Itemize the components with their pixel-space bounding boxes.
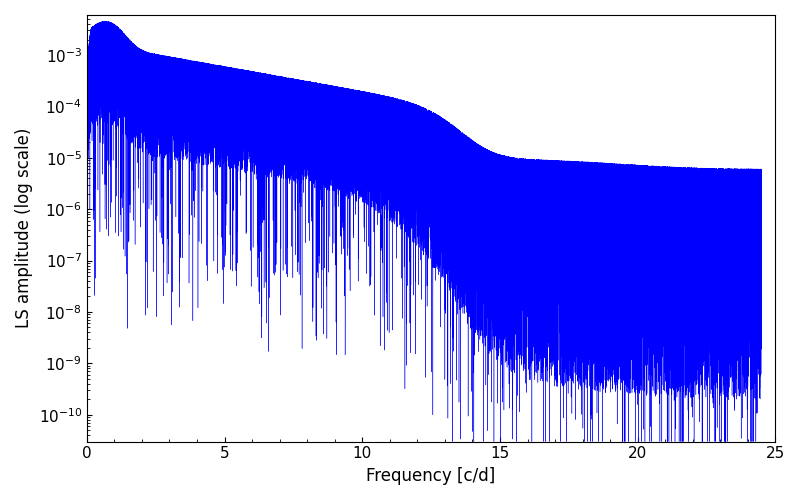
Y-axis label: LS amplitude (log scale): LS amplitude (log scale) [15, 128, 33, 328]
X-axis label: Frequency [c/d]: Frequency [c/d] [366, 467, 496, 485]
